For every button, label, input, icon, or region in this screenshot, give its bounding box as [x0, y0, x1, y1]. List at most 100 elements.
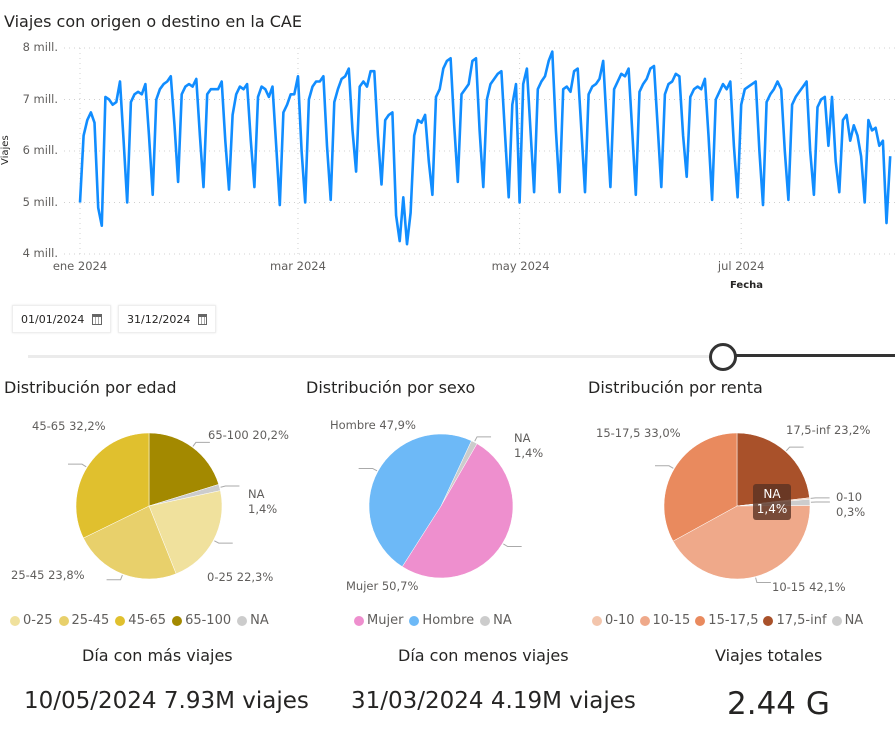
age-legend: 0-25 25-45 45-65 65-100 NA [10, 613, 269, 628]
pie-label: 10-15 42,1% [772, 580, 846, 594]
pie-label: 0-25 22,3% [207, 570, 274, 584]
calendar-icon[interactable] [198, 313, 207, 325]
card-title: Día con más viajes [82, 646, 233, 665]
leader-line [474, 436, 492, 442]
leader-line [655, 465, 674, 469]
income-pie-title: Distribución por renta [588, 378, 763, 397]
pie-label: NA 1,4% [514, 431, 544, 460]
legend-dot-icon [639, 615, 650, 626]
legend-dot-icon [115, 615, 126, 626]
leader-line [106, 574, 123, 581]
legend-label: 25-45 [71, 613, 110, 628]
legend-dot-icon [58, 615, 69, 626]
pie-slice-15-17,5 [663, 432, 738, 542]
leader-line [67, 463, 87, 468]
pie-tooltip: NA 1,4% [753, 484, 791, 520]
pie-label: 65-100 20,2% [208, 428, 289, 442]
y-tick-label: 4 mill. [22, 246, 58, 260]
legend-item[interactable]: 25-45 [58, 613, 110, 628]
end-date-input[interactable]: 31/12/2024 [118, 305, 216, 333]
legend-item[interactable]: 17,5-inf [763, 613, 827, 628]
legend-item[interactable]: 0-10 [592, 613, 635, 628]
leader-line [785, 446, 804, 452]
legend-item[interactable]: 45-65 [115, 613, 166, 628]
card-value: 31/03/2024 4.19M viajes [351, 688, 636, 714]
card-value: 2.44 G [727, 686, 830, 722]
y-tick-label: 5 mill. [22, 194, 58, 209]
legend-item[interactable]: NA [480, 613, 512, 628]
leader-line [810, 497, 830, 499]
line-chart-title: Viajes con origen o destino en la CAE [4, 12, 302, 31]
legend-label: 0-25 [23, 613, 53, 628]
legend-dot-icon [10, 615, 20, 626]
legend-dot-icon [763, 615, 774, 626]
pie-slice-Hombre [368, 433, 472, 568]
leader-line [192, 441, 210, 447]
legend-dot-icon [480, 615, 491, 626]
legend-dot-icon [831, 615, 842, 626]
legend-label: 0-10 [605, 613, 635, 628]
pie-label: Hombre 47,9% [330, 418, 416, 432]
legend-item[interactable]: NA [831, 613, 864, 628]
pie-label: NA 1,4% [248, 487, 278, 516]
legend-label: 17,5-inf [776, 613, 827, 628]
x-axis-title: Fecha [730, 280, 764, 291]
legend-label: 65-100 [185, 613, 232, 628]
leader-line [220, 485, 240, 488]
card-title: Viajes totales [715, 646, 823, 665]
legend-label: Mujer [367, 613, 404, 628]
legend-item[interactable]: 65-100 [172, 613, 231, 628]
line-chart [64, 47, 895, 255]
legend-label: NA [844, 613, 864, 628]
legend-dot-icon [354, 615, 364, 626]
pie-slice-10-15 [672, 505, 811, 580]
series-line [78, 50, 892, 246]
income-legend: 0-10 10-15 15-17,5 17,5-inf NA [592, 613, 863, 628]
leader-line [358, 467, 378, 472]
legend-label: Hombre [422, 613, 475, 628]
pie-label: 15-17,5 33,0% [596, 426, 681, 440]
card-value: 10/05/2024 7.93M viajes [24, 688, 309, 714]
legend-item[interactable]: 15-17,5 [695, 613, 758, 628]
end-date-value: 31/12/2024 [127, 312, 191, 326]
calendar-icon[interactable] [92, 313, 102, 325]
legend-dot-icon [172, 615, 183, 626]
leader-line [214, 540, 233, 544]
leader-line [755, 577, 771, 583]
y-tick-label: 6 mill. [22, 143, 58, 157]
pie-slice-25-45 [83, 505, 177, 580]
legend-item[interactable]: NA [237, 613, 269, 628]
legend-label: NA [250, 613, 269, 628]
legend-label: 15-17,5 [708, 613, 759, 628]
legend-dot-icon [237, 615, 248, 626]
slider-track[interactable] [28, 355, 718, 358]
pie-label: 0-10 0,3% [836, 490, 866, 519]
card-title: Día con menos viajes [398, 646, 569, 665]
start-date-input[interactable]: 01/01/2024 [12, 305, 111, 333]
sex-pie-title: Distribución por sexo [306, 378, 476, 397]
y-tick-label: 7 mill. [22, 91, 58, 106]
x-tick-label: mar 2024 [270, 259, 326, 273]
x-tick-label: jul 2024 [717, 259, 765, 273]
slider-handle[interactable] [709, 343, 737, 371]
pie-label: 45-65 32,2% [32, 419, 106, 433]
pie-slice-65-100 [148, 432, 220, 507]
pie-slice-Mujer [401, 443, 514, 579]
legend-item[interactable]: 10-15 [639, 613, 690, 628]
legend-item[interactable]: Mujer [354, 613, 403, 628]
leader-line [503, 543, 522, 548]
legend-label: NA [493, 613, 512, 628]
age-pie-title: Distribución por edad [4, 378, 177, 397]
legend-item[interactable]: Hombre [409, 613, 474, 628]
pie-slice-0-25 [148, 490, 223, 575]
pie-slice-45-65 [75, 432, 150, 539]
legend-dot-icon [409, 615, 420, 626]
legend-dot-icon [695, 615, 706, 626]
y-tick-label: 8 mill. [22, 40, 58, 54]
pie-label: Mujer 50,7% [346, 579, 419, 593]
pie-label: 25-45 23,8% [11, 568, 85, 582]
sex-legend: Mujer Hombre NA [354, 613, 512, 628]
legend-item[interactable]: 0-25 [10, 613, 53, 628]
start-date-value: 01/01/2024 [21, 312, 85, 326]
slider-range [735, 354, 895, 357]
